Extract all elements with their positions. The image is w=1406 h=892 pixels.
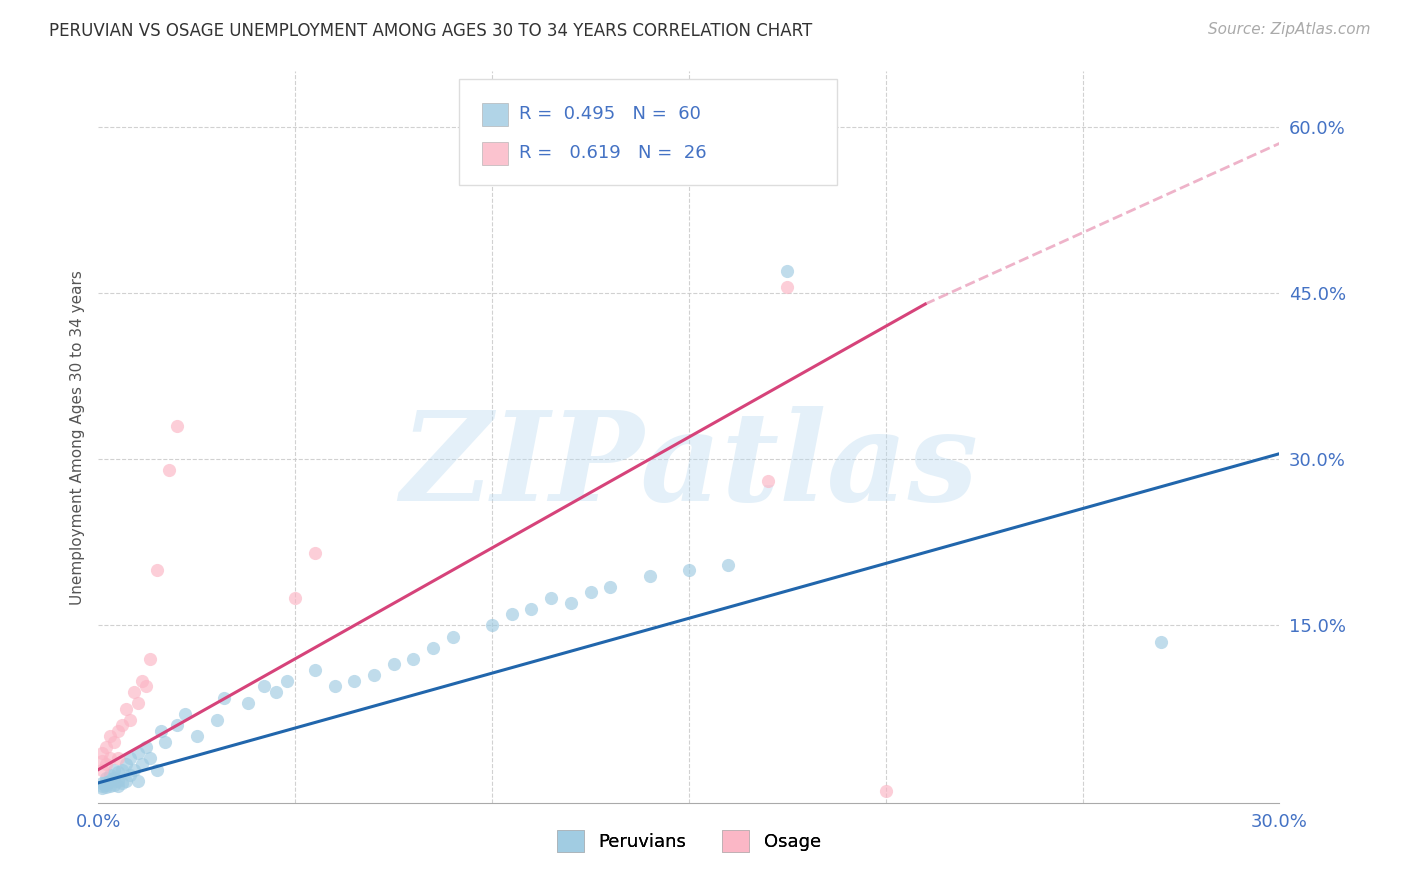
- Point: [186, 729, 208, 743]
- Point: [91, 763, 114, 777]
- Point: [91, 754, 114, 768]
- Point: [304, 663, 326, 677]
- Point: [115, 773, 138, 788]
- Point: [111, 763, 134, 777]
- Text: Source: ZipAtlas.com: Source: ZipAtlas.com: [1208, 22, 1371, 37]
- Point: [155, 735, 177, 749]
- Point: [441, 630, 464, 644]
- Y-axis label: Unemployment Among Ages 30 to 34 years: Unemployment Among Ages 30 to 34 years: [69, 269, 84, 605]
- Point: [481, 618, 503, 632]
- Point: [756, 475, 779, 489]
- Point: [146, 763, 169, 777]
- Point: [323, 680, 346, 694]
- Point: [131, 757, 153, 772]
- Point: [103, 735, 125, 749]
- Point: [236, 696, 259, 710]
- Point: [118, 713, 141, 727]
- Point: [98, 751, 121, 765]
- Point: [638, 568, 661, 582]
- Point: [96, 780, 118, 795]
- Point: [776, 264, 799, 278]
- Point: [98, 779, 121, 793]
- Point: [127, 746, 149, 760]
- Point: [1150, 635, 1173, 649]
- Point: [107, 764, 129, 779]
- Point: [579, 585, 602, 599]
- Point: [540, 591, 562, 605]
- Point: [111, 718, 134, 732]
- Point: [214, 690, 236, 705]
- Point: [678, 563, 700, 577]
- Point: [98, 773, 121, 788]
- Point: [560, 596, 582, 610]
- Point: [91, 746, 114, 760]
- Point: [135, 740, 157, 755]
- Point: [96, 778, 118, 792]
- Point: [146, 563, 169, 577]
- FancyBboxPatch shape: [482, 142, 508, 165]
- Point: [138, 751, 160, 765]
- Point: [520, 602, 543, 616]
- Point: [138, 651, 160, 665]
- Point: [96, 774, 118, 789]
- Point: [107, 723, 129, 738]
- Point: [91, 781, 114, 796]
- Point: [150, 723, 173, 738]
- Point: [422, 640, 444, 655]
- Legend: Peruvians, Osage: Peruvians, Osage: [550, 823, 828, 860]
- Text: PERUVIAN VS OSAGE UNEMPLOYMENT AMONG AGES 30 TO 34 YEARS CORRELATION CHART: PERUVIAN VS OSAGE UNEMPLOYMENT AMONG AGE…: [49, 22, 813, 40]
- Point: [98, 768, 121, 782]
- Point: [501, 607, 523, 622]
- Point: [107, 779, 129, 793]
- Point: [205, 713, 228, 727]
- Text: ZIPatlas: ZIPatlas: [399, 406, 979, 527]
- Point: [166, 419, 188, 434]
- Point: [118, 768, 141, 782]
- Point: [174, 707, 197, 722]
- Point: [98, 729, 121, 743]
- Point: [115, 701, 138, 715]
- Point: [96, 757, 118, 772]
- Point: [127, 773, 149, 788]
- Point: [122, 763, 145, 777]
- Point: [122, 685, 145, 699]
- Text: R =   0.619   N =  26: R = 0.619 N = 26: [519, 144, 706, 161]
- Point: [96, 740, 118, 755]
- Point: [253, 680, 276, 694]
- Point: [118, 751, 141, 765]
- Point: [343, 673, 366, 688]
- Point: [135, 680, 157, 694]
- Point: [103, 772, 125, 786]
- Point: [304, 546, 326, 560]
- Point: [103, 763, 125, 777]
- FancyBboxPatch shape: [482, 103, 508, 126]
- Point: [717, 558, 740, 572]
- Point: [107, 751, 129, 765]
- Point: [363, 668, 385, 682]
- Point: [115, 757, 138, 772]
- Point: [264, 685, 287, 699]
- Point: [111, 776, 134, 790]
- Point: [91, 779, 114, 793]
- Point: [776, 280, 799, 294]
- Point: [402, 651, 425, 665]
- Point: [127, 696, 149, 710]
- Point: [382, 657, 405, 672]
- Point: [599, 580, 621, 594]
- Point: [103, 778, 125, 792]
- Point: [875, 783, 897, 797]
- FancyBboxPatch shape: [458, 78, 837, 185]
- Point: [91, 776, 114, 790]
- Point: [284, 591, 307, 605]
- Point: [166, 718, 188, 732]
- Point: [131, 673, 153, 688]
- Point: [276, 673, 298, 688]
- Text: R =  0.495   N =  60: R = 0.495 N = 60: [519, 104, 700, 123]
- Point: [157, 463, 180, 477]
- Point: [107, 773, 129, 788]
- Point: [96, 772, 118, 786]
